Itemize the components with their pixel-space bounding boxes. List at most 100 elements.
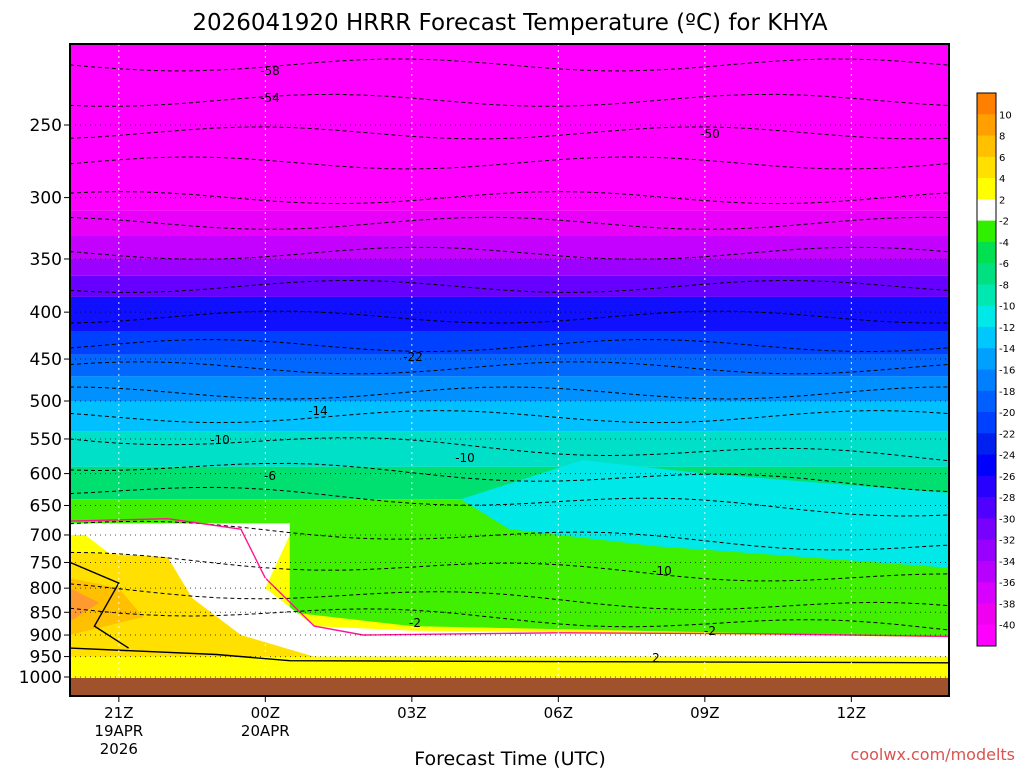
x-tick-label: 09Z (690, 704, 719, 722)
temperature-band (70, 44, 949, 211)
temperature-band (70, 275, 949, 297)
contour-label: -2 (409, 616, 421, 630)
y-axis: 250 300 350 400 450 500 550 600 650 700 750 800 850 9… (19, 116, 70, 688)
colorbar-segment (977, 603, 996, 626)
temperature-band (70, 376, 949, 401)
contour-label: -6 (264, 469, 276, 483)
x-tick-label: 21Z (104, 704, 133, 722)
colorbar-segment (977, 135, 996, 158)
colorbar-segment (977, 326, 996, 349)
contour-label: -10 (455, 451, 475, 465)
y-tick-label: 1000 (19, 668, 62, 688)
ground-surface (70, 678, 949, 696)
temperature-band (70, 296, 949, 332)
colorbar-tick-label: 8 (999, 132, 1005, 143)
contour-line-solid (70, 647, 949, 664)
temperature-band (70, 258, 949, 276)
contour-label: -10 (652, 564, 672, 578)
y-tick-label: 800 (30, 579, 62, 599)
temperature-band (70, 401, 949, 432)
colorbar-segment (977, 220, 996, 243)
colorbar-tick-label: 6 (999, 153, 1005, 164)
y-tick-label: 900 (30, 626, 62, 646)
x-tick-label: 19APR (94, 722, 143, 740)
colorbar-tick-label: -36 (999, 578, 1015, 589)
colorbar-tick-label: -28 (999, 493, 1015, 504)
colorbar-tick-label: 2 (999, 195, 1005, 206)
y-tick-label: 850 (30, 603, 62, 623)
contour-label: -50 (700, 127, 720, 141)
temperature-region (70, 578, 144, 636)
temperature-region (70, 588, 100, 622)
colorbar-tick-label: -2 (999, 217, 1009, 228)
colorbar-segment (977, 518, 996, 541)
colorbar-segment (977, 497, 996, 519)
colorbar-segment (977, 390, 996, 413)
x-tick-label: 03Z (397, 704, 426, 722)
x-tick-label: 20APR (241, 722, 290, 740)
colorbar-segment (977, 156, 996, 179)
colorbar-tick-label: -30 (999, 514, 1015, 525)
temperature-band (70, 354, 949, 377)
colorbar: -40-38-36-34-32-30-28-26-24-22-20-18-16-… (976, 92, 1015, 647)
colorbar-frame (976, 92, 997, 647)
y-tick-label: 700 (30, 526, 62, 546)
contour-label: -2 (704, 624, 716, 638)
colorbar-segment (977, 454, 996, 477)
y-tick-label: 350 (30, 250, 62, 270)
y-tick-label: 300 (30, 189, 62, 209)
grid-lines (70, 44, 949, 696)
colorbar-segment (977, 348, 996, 370)
colorbar-segment (977, 539, 996, 562)
temperature-band (70, 235, 949, 259)
y-tick-label: 450 (30, 350, 62, 370)
x-axis-label: Forecast Time (UTC) (414, 748, 605, 768)
contour-line-solid (70, 517, 949, 638)
colorbar-tick-label: -38 (999, 599, 1015, 610)
credit-text: coolwx.com/modelts (851, 745, 1015, 764)
temperature-region (70, 551, 315, 657)
y-tick-label: 550 (30, 430, 62, 450)
colorbar-segment (977, 582, 996, 604)
colorbar-tick-label: -34 (999, 557, 1015, 568)
colorbar-segment (977, 263, 996, 285)
y-tick-label: 500 (30, 392, 62, 412)
x-tick-label: 12Z (837, 704, 866, 722)
colorbar-tick-label: -12 (999, 323, 1015, 334)
contour-label: 2 (652, 651, 660, 665)
colorbar-segment (977, 475, 996, 498)
colorbar-tick-label: -18 (999, 387, 1015, 398)
colorbar-segment (977, 114, 996, 137)
temperature-bands (70, 44, 949, 689)
colorbar-segment (977, 433, 996, 456)
colorbar-tick-label: -24 (999, 451, 1015, 462)
y-tick-label: 400 (30, 303, 62, 323)
colorbar-segment (977, 178, 996, 200)
colorbar-tick-label: -40 (999, 621, 1015, 632)
plot-frame (69, 43, 950, 697)
temperature-region (70, 523, 949, 657)
contour-line (70, 583, 949, 611)
colorbar-tick-label: -32 (999, 536, 1015, 547)
y-tick-label: 250 (30, 116, 62, 136)
temperature-band (70, 431, 949, 467)
colorbar-segment (977, 199, 996, 222)
contour-label: -10 (210, 433, 230, 447)
colorbar-segment (977, 369, 996, 392)
contour-label: -58 (260, 64, 280, 78)
x-tick-label: 00Z (251, 704, 280, 722)
colorbar-tick-label: 4 (999, 174, 1005, 185)
contour-labels: -58-54-50-22-14-10-6-10-10-2-22 (210, 64, 720, 665)
temperature-band (70, 331, 949, 355)
y-tick-label: 750 (30, 553, 62, 573)
colorbar-tick-label: 10 (999, 110, 1012, 121)
colorbar-segment (977, 241, 996, 264)
colorbar-segment (977, 412, 996, 434)
colorbar-segment (977, 624, 996, 647)
colorbar-segment (977, 560, 996, 583)
colorbar-tick-label: -20 (999, 408, 1015, 419)
colorbar-segment (977, 93, 996, 115)
contour-line-solid (70, 561, 129, 649)
